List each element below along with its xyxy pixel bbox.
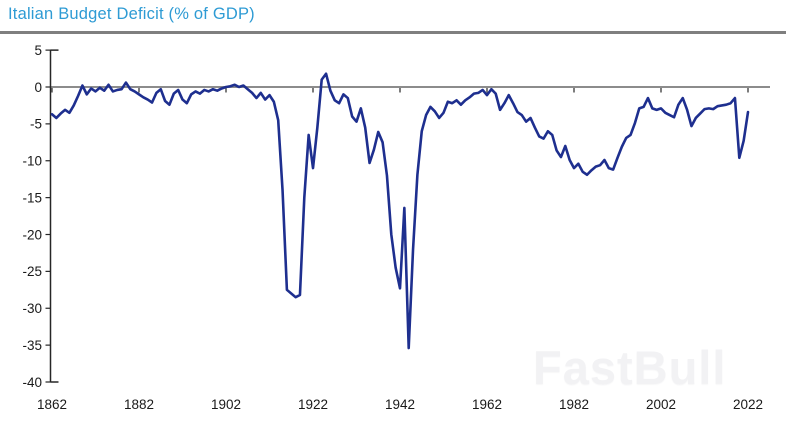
x-axis-label: 1942 [385, 397, 415, 412]
page-title: Italian Budget Deficit (% of GDP) [8, 5, 255, 23]
y-axis-label: -25 [22, 264, 42, 279]
y-axis-label: 0 [34, 80, 42, 95]
y-axis-label: -10 [22, 154, 42, 169]
y-axis-label: -30 [22, 301, 42, 316]
x-axis-label: 1982 [559, 397, 589, 412]
watermark: FastBull [533, 341, 727, 394]
x-axis-label: 1902 [211, 397, 241, 412]
x-axis-label: 1962 [472, 397, 502, 412]
x-axis-label: 2022 [733, 397, 763, 412]
y-axis-label: -35 [22, 338, 42, 353]
x-axis-label: 1922 [298, 397, 328, 412]
y-axis-label: -5 [30, 117, 42, 132]
y-axis-label: -20 [22, 227, 42, 242]
deficit-line [50, 72, 750, 350]
y-axis-label: 5 [34, 43, 42, 58]
x-axis-label: 1882 [124, 397, 154, 412]
y-axis-label: -15 [22, 190, 42, 205]
title-underline [0, 31, 786, 34]
x-axis-label: 2002 [646, 397, 676, 412]
x-axis-label: 1862 [37, 397, 67, 412]
y-axis-label: -40 [22, 375, 42, 390]
